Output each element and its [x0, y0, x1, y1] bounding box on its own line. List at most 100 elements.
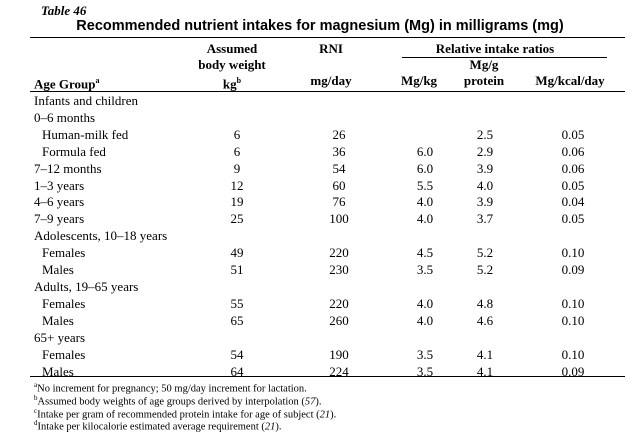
age-cell: Females: [42, 245, 86, 261]
bottom-rule: [30, 376, 625, 377]
table-row: Adolescents, 10–18 years: [34, 228, 628, 245]
header-body-weight: Assumed body weight kgb: [198, 41, 266, 92]
weight-cell: 54: [230, 346, 244, 362]
rni-cell: [280, 228, 398, 245]
weight-cell: 6: [233, 126, 241, 142]
rni-cell: 224: [329, 363, 349, 379]
table-row: Females 55 220 4.0 4.8 0.10: [34, 296, 628, 313]
mg-kg-cell: 6.0: [416, 143, 434, 159]
mg-g-cell: 4.6: [476, 312, 494, 328]
rni-cell: 260: [329, 312, 349, 328]
rni-cell: 230: [329, 262, 349, 278]
weight-cell: 51: [230, 262, 244, 278]
mg-kcal-cell: [518, 279, 628, 296]
rni-cell: 190: [329, 346, 349, 362]
header-rule: [30, 91, 625, 92]
mg-kg-cell: [398, 330, 452, 347]
table-row: Males 64 224 3.5 4.1 0.09: [34, 364, 628, 381]
mg-g-cell: [452, 228, 518, 245]
age-cell: Males: [42, 363, 74, 379]
rni-cell: 36: [332, 143, 346, 159]
mg-kg-cell: [398, 127, 452, 144]
weight-cell: 49: [230, 245, 244, 261]
mg-kcal-cell: 0.04: [561, 194, 585, 210]
mg-g-cell: 3.7: [476, 211, 494, 227]
header-rni: RNI: [319, 41, 343, 56]
weight-cell: 55: [230, 295, 244, 311]
age-cell: Males: [42, 312, 74, 328]
footnote: aNo increment for pregnancy; 50 mg/day i…: [34, 379, 307, 396]
weight-cell: 65: [230, 312, 244, 328]
ratios-underline: [402, 57, 607, 58]
weight-cell: [194, 93, 280, 110]
weight-cell: [194, 279, 280, 296]
mg-kg-cell: 6.0: [416, 160, 434, 176]
mg-g-cell: 4.0: [476, 177, 494, 193]
mg-kg-cell: 4.0: [416, 295, 434, 311]
weight-cell: [194, 228, 280, 245]
table-row: 7–9 years 25 100 4.0 3.7 0.05: [34, 211, 628, 228]
table-row: Human-milk fed 6 26 2.5 0.05: [34, 127, 628, 144]
age-cell: Males: [42, 262, 74, 278]
mg-g-cell: [452, 279, 518, 296]
table-row: Adults, 19–65 years: [34, 279, 628, 296]
header-relative-ratios: Relative intake ratios: [435, 41, 555, 56]
weight-cell: [194, 330, 280, 347]
footnote-tail: ).: [315, 396, 322, 408]
age-cell: Females: [42, 295, 86, 311]
mg-kg-cell: 4.0: [416, 312, 434, 328]
mg-kcal-cell: [518, 330, 628, 347]
mg-g-cell: 4.8: [476, 295, 494, 311]
weight-cell: 9: [233, 160, 241, 176]
header-mg-kcal-day: Mg/kcal/day: [535, 73, 605, 88]
mg-kg-cell: 4.0: [416, 211, 434, 227]
mg-g-cell: 4.1: [476, 346, 494, 362]
mg-kcal-cell: 0.10: [561, 245, 585, 261]
weight-cell: 25: [230, 211, 244, 227]
mg-g-cell: 3.9: [476, 160, 494, 176]
footnote-text: Intake per kilocalorie estimated average…: [37, 421, 265, 433]
rni-cell: 26: [332, 126, 346, 142]
mg-g-cell: 2.5: [476, 126, 494, 142]
mg-g-cell: 5.2: [476, 245, 494, 261]
footnote: bAssumed body weights of age groups deri…: [34, 392, 322, 409]
footnote-text: Assumed body weights of age groups deriv…: [37, 396, 305, 408]
footnote: cIntake per gram of recommended protein …: [34, 405, 336, 422]
magnesium-table: Infants and children 0–6 months Human-milk…: [34, 93, 628, 380]
table-row: Infants and children: [34, 93, 628, 110]
footnote-reference: 57: [304, 396, 316, 408]
table-row: Females 54 190 3.5 4.1 0.10: [34, 347, 628, 364]
table-title: Recommended nutrient intakes for magnesi…: [76, 18, 564, 34]
table-row: Formula fed 6 36 6.0 2.9 0.06: [34, 144, 628, 161]
rni-cell: 100: [329, 211, 349, 227]
mg-g-cell: 2.9: [476, 143, 494, 159]
top-rule: [30, 37, 625, 38]
table-row: 7–12 months 9 54 6.0 3.9 0.06: [34, 161, 628, 178]
mg-kg-cell: 4.0: [416, 194, 434, 210]
footnote-mark: c: [34, 406, 38, 415]
mg-g-cell: [452, 93, 518, 110]
mg-kg-cell: [398, 279, 452, 296]
weight-cell: 6: [233, 143, 241, 159]
age-cell: 7–12 months: [34, 160, 102, 176]
footnote-text: Intake per gram of recommended protein i…: [37, 409, 320, 421]
age-cell: Adults, 19–65 years: [34, 278, 139, 294]
mg-kcal-cell: [518, 93, 628, 110]
table-row: 4–6 years 19 76 4.0 3.9 0.04: [34, 194, 628, 211]
table-row: Males 65 260 4.0 4.6 0.10: [34, 313, 628, 330]
mg-g-cell: [452, 330, 518, 347]
rni-cell: 54: [332, 160, 346, 176]
rni-cell: [280, 93, 398, 110]
mg-kg-cell: 5.5: [416, 177, 434, 193]
table-label: Table 46: [41, 3, 87, 18]
footnote-mark: a: [34, 381, 38, 389]
mg-g-cell: [452, 110, 518, 127]
mg-g-cell: 5.2: [476, 262, 494, 278]
age-cell: 65+ years: [34, 329, 86, 345]
age-cell: 7–9 years: [34, 211, 85, 227]
mg-kcal-cell: 0.05: [561, 126, 585, 142]
footnote-reference: 21: [319, 409, 331, 421]
footnote-tail: ).: [330, 409, 337, 421]
age-cell: 0–6 months: [34, 109, 96, 125]
header-rni-unit: mg/day: [310, 73, 352, 88]
